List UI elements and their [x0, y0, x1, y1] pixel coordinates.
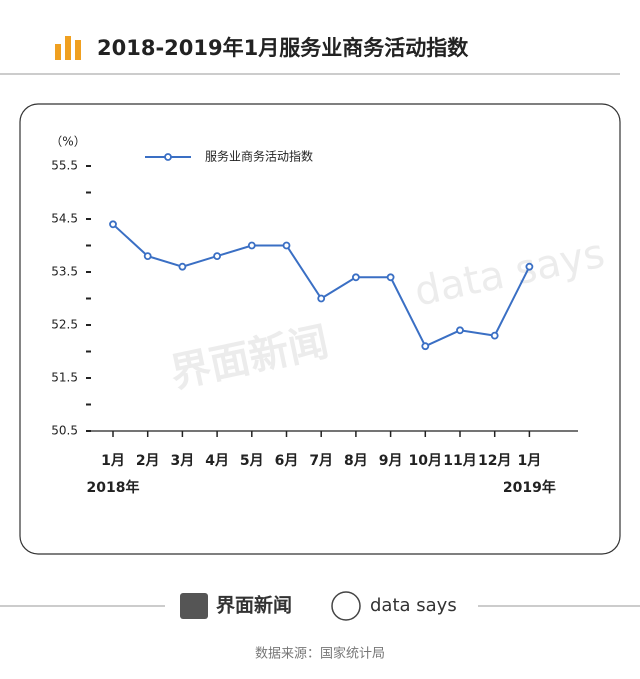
x-tick-label: 8月 — [344, 453, 368, 469]
brand-logo — [180, 593, 208, 619]
x-tick-label: 7月 — [309, 453, 333, 469]
source: 数据来源：国家统计局 — [255, 646, 385, 662]
point — [317, 294, 326, 303]
y-tick-label: 55.5 — [51, 159, 78, 173]
y-tick-label: 54.5 — [51, 212, 78, 226]
point — [282, 241, 291, 250]
x-tick-label: 9月 — [379, 453, 403, 469]
y-tick-label: 52.5 — [51, 318, 78, 332]
title-icon — [55, 36, 81, 60]
point — [421, 342, 430, 351]
legend-label: 服务业商务活动指数 — [205, 149, 313, 164]
footer-partner: data says — [370, 595, 457, 616]
x-tick-label: 2月 — [136, 453, 160, 469]
footer-brand: 界面新闻 — [216, 594, 292, 617]
chart-card — [19, 103, 621, 555]
y-tick-label: 50.5 — [51, 424, 78, 438]
x-tick-label: 10月 — [409, 453, 442, 469]
x-tick-label: 5月 — [240, 453, 264, 469]
point — [386, 273, 395, 282]
point — [490, 331, 499, 340]
point — [178, 262, 187, 271]
point — [213, 252, 222, 261]
point — [525, 262, 534, 271]
partner-logo — [331, 591, 361, 621]
x-tick-label: 12月 — [478, 453, 511, 469]
point — [247, 241, 256, 250]
y-unit: （%） — [50, 135, 85, 149]
year-label: 2018年 — [87, 479, 140, 496]
point — [351, 273, 360, 282]
plot: 50.5 51.5 52.5 53.5 54.5 55.5 1月 2月 3月 4月 5月 6月 7月 8月… — [51, 149, 578, 496]
y-tick-label: 51.5 — [51, 371, 78, 385]
legend-marker — [164, 153, 172, 161]
point — [109, 220, 117, 229]
x-tick-label: 3月 — [171, 453, 195, 469]
x-tick-label: 11月 — [443, 453, 476, 469]
year-label: 2019年 — [503, 479, 556, 496]
point — [456, 326, 464, 335]
y-tick-label: 53.5 — [51, 265, 78, 279]
point — [143, 252, 152, 261]
x-tick-label: 1月 — [101, 453, 125, 469]
title: 2018-2019年1月服务业商务活动指数 — [97, 36, 469, 60]
x-tick-label: 1月 — [518, 453, 542, 469]
x-tick-label: 4月 — [205, 453, 229, 469]
x-tick-label: 6月 — [275, 453, 299, 469]
